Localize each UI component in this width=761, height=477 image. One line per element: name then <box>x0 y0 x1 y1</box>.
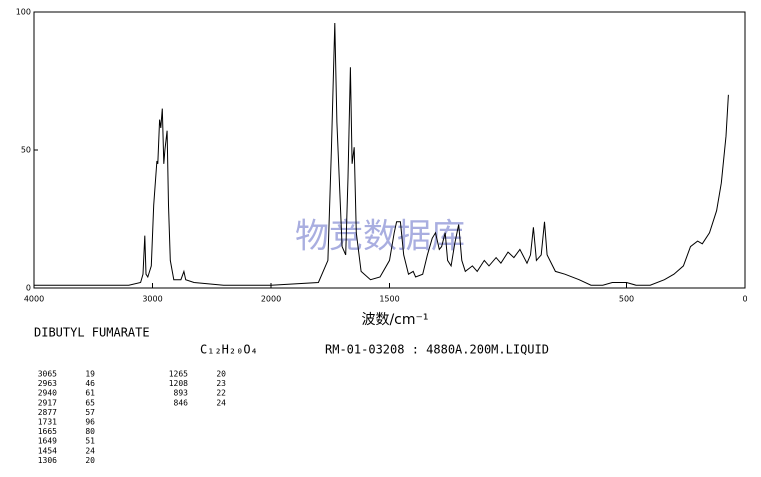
x-tick-label: 3000 <box>142 295 162 304</box>
peak-wavenumber: 1649 <box>38 437 57 446</box>
peak-wavenumber: 3065 <box>38 370 57 379</box>
peak-intensity: 24 <box>216 398 226 407</box>
peak-intensity: 19 <box>85 370 95 379</box>
peak-intensity: 23 <box>216 379 226 388</box>
peak-intensity: 61 <box>85 389 95 398</box>
x-axis-label: 波数/cm⁻¹ <box>361 312 428 328</box>
peak-intensity: 46 <box>85 379 95 388</box>
y-tick-label: 100 <box>16 8 31 17</box>
peak-intensity: 20 <box>216 370 226 379</box>
peak-intensity: 80 <box>85 427 95 436</box>
peak-wavenumber: 2963 <box>38 379 57 388</box>
peak-intensity: 51 <box>85 437 95 446</box>
peak-wavenumber: 1731 <box>38 418 57 427</box>
peak-wavenumber: 1665 <box>38 427 57 436</box>
x-tick-label: 4000 <box>24 295 44 304</box>
peak-intensity: 57 <box>85 408 95 417</box>
peak-wavenumber: 2917 <box>38 398 57 407</box>
x-tick-label: 0 <box>742 295 747 304</box>
peak-intensity: 24 <box>85 446 95 455</box>
peak-wavenumber: 846 <box>174 398 189 407</box>
peak-intensity: 20 <box>85 456 95 465</box>
peak-wavenumber: 1208 <box>169 379 188 388</box>
peak-wavenumber: 893 <box>174 389 189 398</box>
spectrum-line <box>34 22 729 286</box>
formula: C₁₂H₂₀O₄ <box>200 343 258 357</box>
x-tick-label: 1500 <box>379 295 399 304</box>
x-tick-label: 500 <box>619 295 634 304</box>
y-tick-label: 50 <box>21 146 31 155</box>
x-tick-label: 2000 <box>261 295 281 304</box>
peak-intensity: 22 <box>216 389 226 398</box>
peak-wavenumber: 2877 <box>38 408 57 417</box>
peak-wavenumber: 1265 <box>169 370 188 379</box>
peak-intensity: 96 <box>85 418 95 427</box>
peak-wavenumber: 2940 <box>38 389 57 398</box>
compound-name: DIBUTYL FUMARATE <box>34 326 150 340</box>
watermark: 物竞数据库 <box>295 217 465 257</box>
peak-wavenumber: 1306 <box>38 456 57 465</box>
peak-intensity: 65 <box>85 398 95 407</box>
info: RM-01-03208 : 4880A.200M.LIQUID <box>325 343 549 357</box>
y-tick-label: 0 <box>26 284 31 293</box>
peak-wavenumber: 1454 <box>38 446 57 455</box>
